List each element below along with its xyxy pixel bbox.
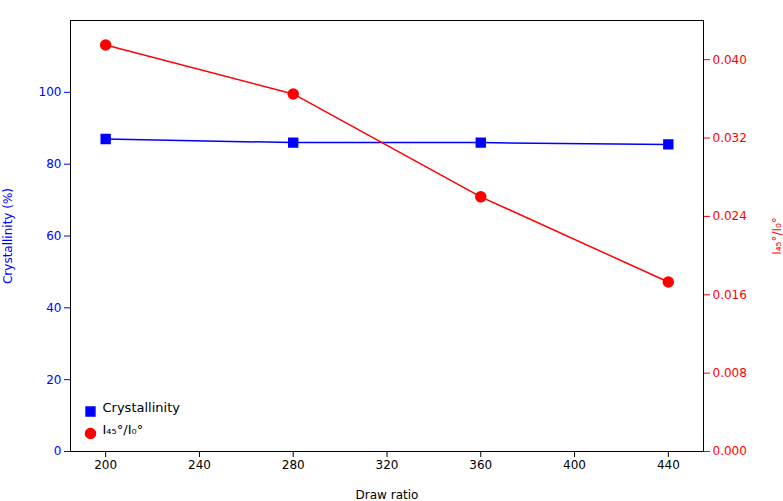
svg-text:440: 440 bbox=[657, 458, 680, 472]
svg-text:0.024: 0.024 bbox=[713, 209, 747, 223]
svg-text:Crystallinity (%): Crystallinity (%) bbox=[1, 188, 15, 284]
svg-text:Crystallinity: Crystallinity bbox=[103, 400, 181, 415]
svg-text:0.040: 0.040 bbox=[713, 53, 747, 67]
svg-text:400: 400 bbox=[563, 458, 586, 472]
svg-text:Draw ratio: Draw ratio bbox=[356, 488, 419, 501]
svg-text:I₄₅°/I₀°: I₄₅°/I₀° bbox=[770, 217, 783, 255]
svg-text:320: 320 bbox=[376, 458, 399, 472]
svg-text:360: 360 bbox=[469, 458, 492, 472]
svg-text:280: 280 bbox=[282, 458, 305, 472]
svg-text:240: 240 bbox=[188, 458, 211, 472]
svg-text:0.000: 0.000 bbox=[713, 444, 747, 458]
svg-text:0.008: 0.008 bbox=[713, 366, 747, 380]
svg-text:200: 200 bbox=[94, 458, 117, 472]
svg-text:100: 100 bbox=[39, 85, 62, 99]
svg-text:0.016: 0.016 bbox=[713, 288, 747, 302]
svg-text:80: 80 bbox=[46, 157, 61, 171]
svg-text:0.032: 0.032 bbox=[713, 131, 747, 145]
svg-text:0: 0 bbox=[54, 444, 62, 458]
svg-text:60: 60 bbox=[46, 229, 61, 243]
svg-text:20: 20 bbox=[46, 373, 61, 387]
svg-text:I₄₅°/I₀°: I₄₅°/I₀° bbox=[103, 422, 144, 437]
svg-text:40: 40 bbox=[46, 301, 61, 315]
